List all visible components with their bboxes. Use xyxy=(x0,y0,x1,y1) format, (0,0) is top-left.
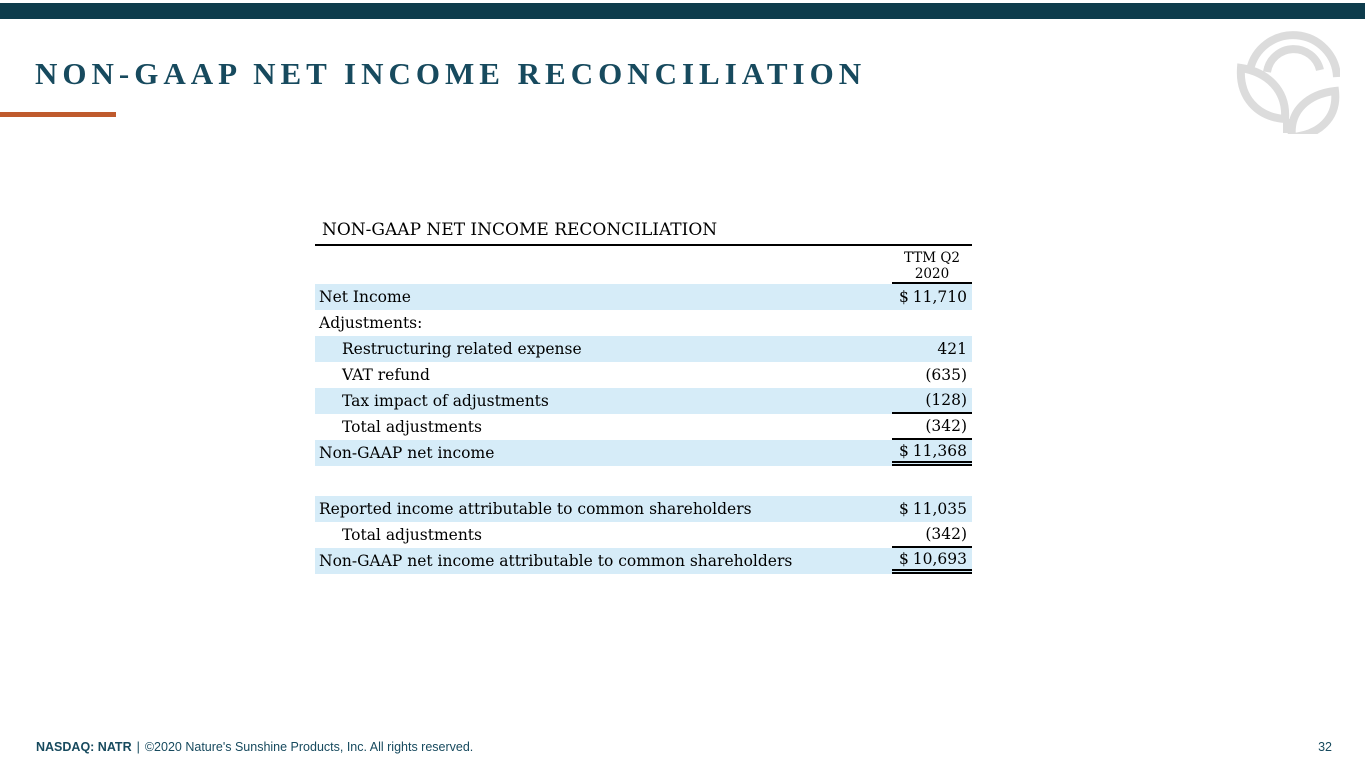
row-value: (128) xyxy=(892,388,972,414)
sun-outer-arc xyxy=(1246,31,1341,78)
value-number: (342) xyxy=(925,525,967,543)
dollar-sign: $ xyxy=(899,288,909,306)
dollar-sign: $ xyxy=(899,549,909,568)
title-accent-rule xyxy=(0,112,116,117)
table-row: Non-GAAP net income attributable to comm… xyxy=(315,548,972,574)
header-label-spacer xyxy=(315,246,892,284)
table-row: Restructuring related expense 421 xyxy=(315,336,972,362)
value-number: (635) xyxy=(925,366,967,384)
value-number: 10,693 xyxy=(912,549,967,568)
column-header-line1: TTM Q2 xyxy=(903,250,961,266)
row-label: Restructuring related expense xyxy=(342,340,582,358)
row-label: Reported income attributable to common s… xyxy=(319,500,752,518)
row-value: $11,368 xyxy=(892,440,972,466)
table-row: VAT refund (635) xyxy=(315,362,972,388)
row-label: VAT refund xyxy=(342,366,430,384)
table-row: Total adjustments (342) xyxy=(315,522,972,548)
dollar-sign: $ xyxy=(899,441,909,460)
footer-copyright: ©2020 Nature's Sunshine Products, Inc. A… xyxy=(144,740,474,754)
row-value: (635) xyxy=(892,362,972,388)
footer-ticker: NASDAQ: NATR xyxy=(36,740,132,754)
top-accent-bar xyxy=(0,3,1365,19)
value-number: 11,368 xyxy=(912,441,967,460)
page-number: 32 xyxy=(1318,740,1332,754)
row-label: Non-GAAP net income attributable to comm… xyxy=(319,552,793,570)
row-label: Net Income xyxy=(319,288,411,306)
table-header-row: TTM Q2 2020 xyxy=(315,246,972,284)
row-value: (342) xyxy=(892,522,972,548)
row-value: 421 xyxy=(892,336,972,362)
footer-text: NASDAQ: NATR | ©2020 Nature's Sunshine Pro… xyxy=(36,740,473,754)
left-leaf xyxy=(1236,63,1290,124)
footer-separator: | xyxy=(136,740,140,754)
table-body: Net Income $11,710 Adjustments: Restructuri… xyxy=(315,284,972,574)
table-row: Non-GAAP net income $11,368 xyxy=(315,440,972,466)
table-row: Reported income attributable to common s… xyxy=(315,496,972,522)
value-number: (128) xyxy=(925,391,967,409)
table-row: Total adjustments (342) xyxy=(315,414,972,440)
row-label: Non-GAAP net income xyxy=(319,444,495,462)
row-value: $10,693 xyxy=(892,548,972,574)
table-row: Net Income $11,710 xyxy=(315,284,972,310)
row-value xyxy=(892,310,972,336)
row-value: $11,035 xyxy=(892,496,972,522)
slide-footer: NASDAQ: NATR | ©2020 Nature's Sunshine Pro… xyxy=(36,740,1332,754)
table-title: NON-GAAP NET INCOME RECONCILIATION xyxy=(315,219,972,246)
table-spacer-row xyxy=(315,466,972,496)
sun-inner-arc xyxy=(1263,45,1324,73)
slide-title: NON-GAAP NET INCOME RECONCILIATION xyxy=(35,56,867,91)
table-row: Tax impact of adjustments (128) xyxy=(315,388,972,414)
value-number: 11,035 xyxy=(912,500,967,518)
column-header-line2: 2020 xyxy=(914,266,950,282)
value-number: 421 xyxy=(937,340,967,358)
row-value: $11,710 xyxy=(892,284,972,310)
value-number: (342) xyxy=(925,417,967,435)
reconciliation-table: NON-GAAP NET INCOME RECONCILIATION TTM Q… xyxy=(315,219,972,574)
row-label: Tax impact of adjustments xyxy=(342,392,549,410)
value-number: 11,710 xyxy=(912,288,967,306)
natures-sunshine-logo-icon xyxy=(1236,18,1341,142)
column-header: TTM Q2 2020 xyxy=(892,246,972,284)
right-leaf xyxy=(1287,86,1340,142)
row-label: Total adjustments xyxy=(342,526,482,544)
row-label: Adjustments: xyxy=(319,314,423,332)
dollar-sign: $ xyxy=(899,500,909,518)
table-row: Adjustments: xyxy=(315,310,972,336)
row-label: Total adjustments xyxy=(342,418,482,436)
row-value: (342) xyxy=(892,414,972,440)
